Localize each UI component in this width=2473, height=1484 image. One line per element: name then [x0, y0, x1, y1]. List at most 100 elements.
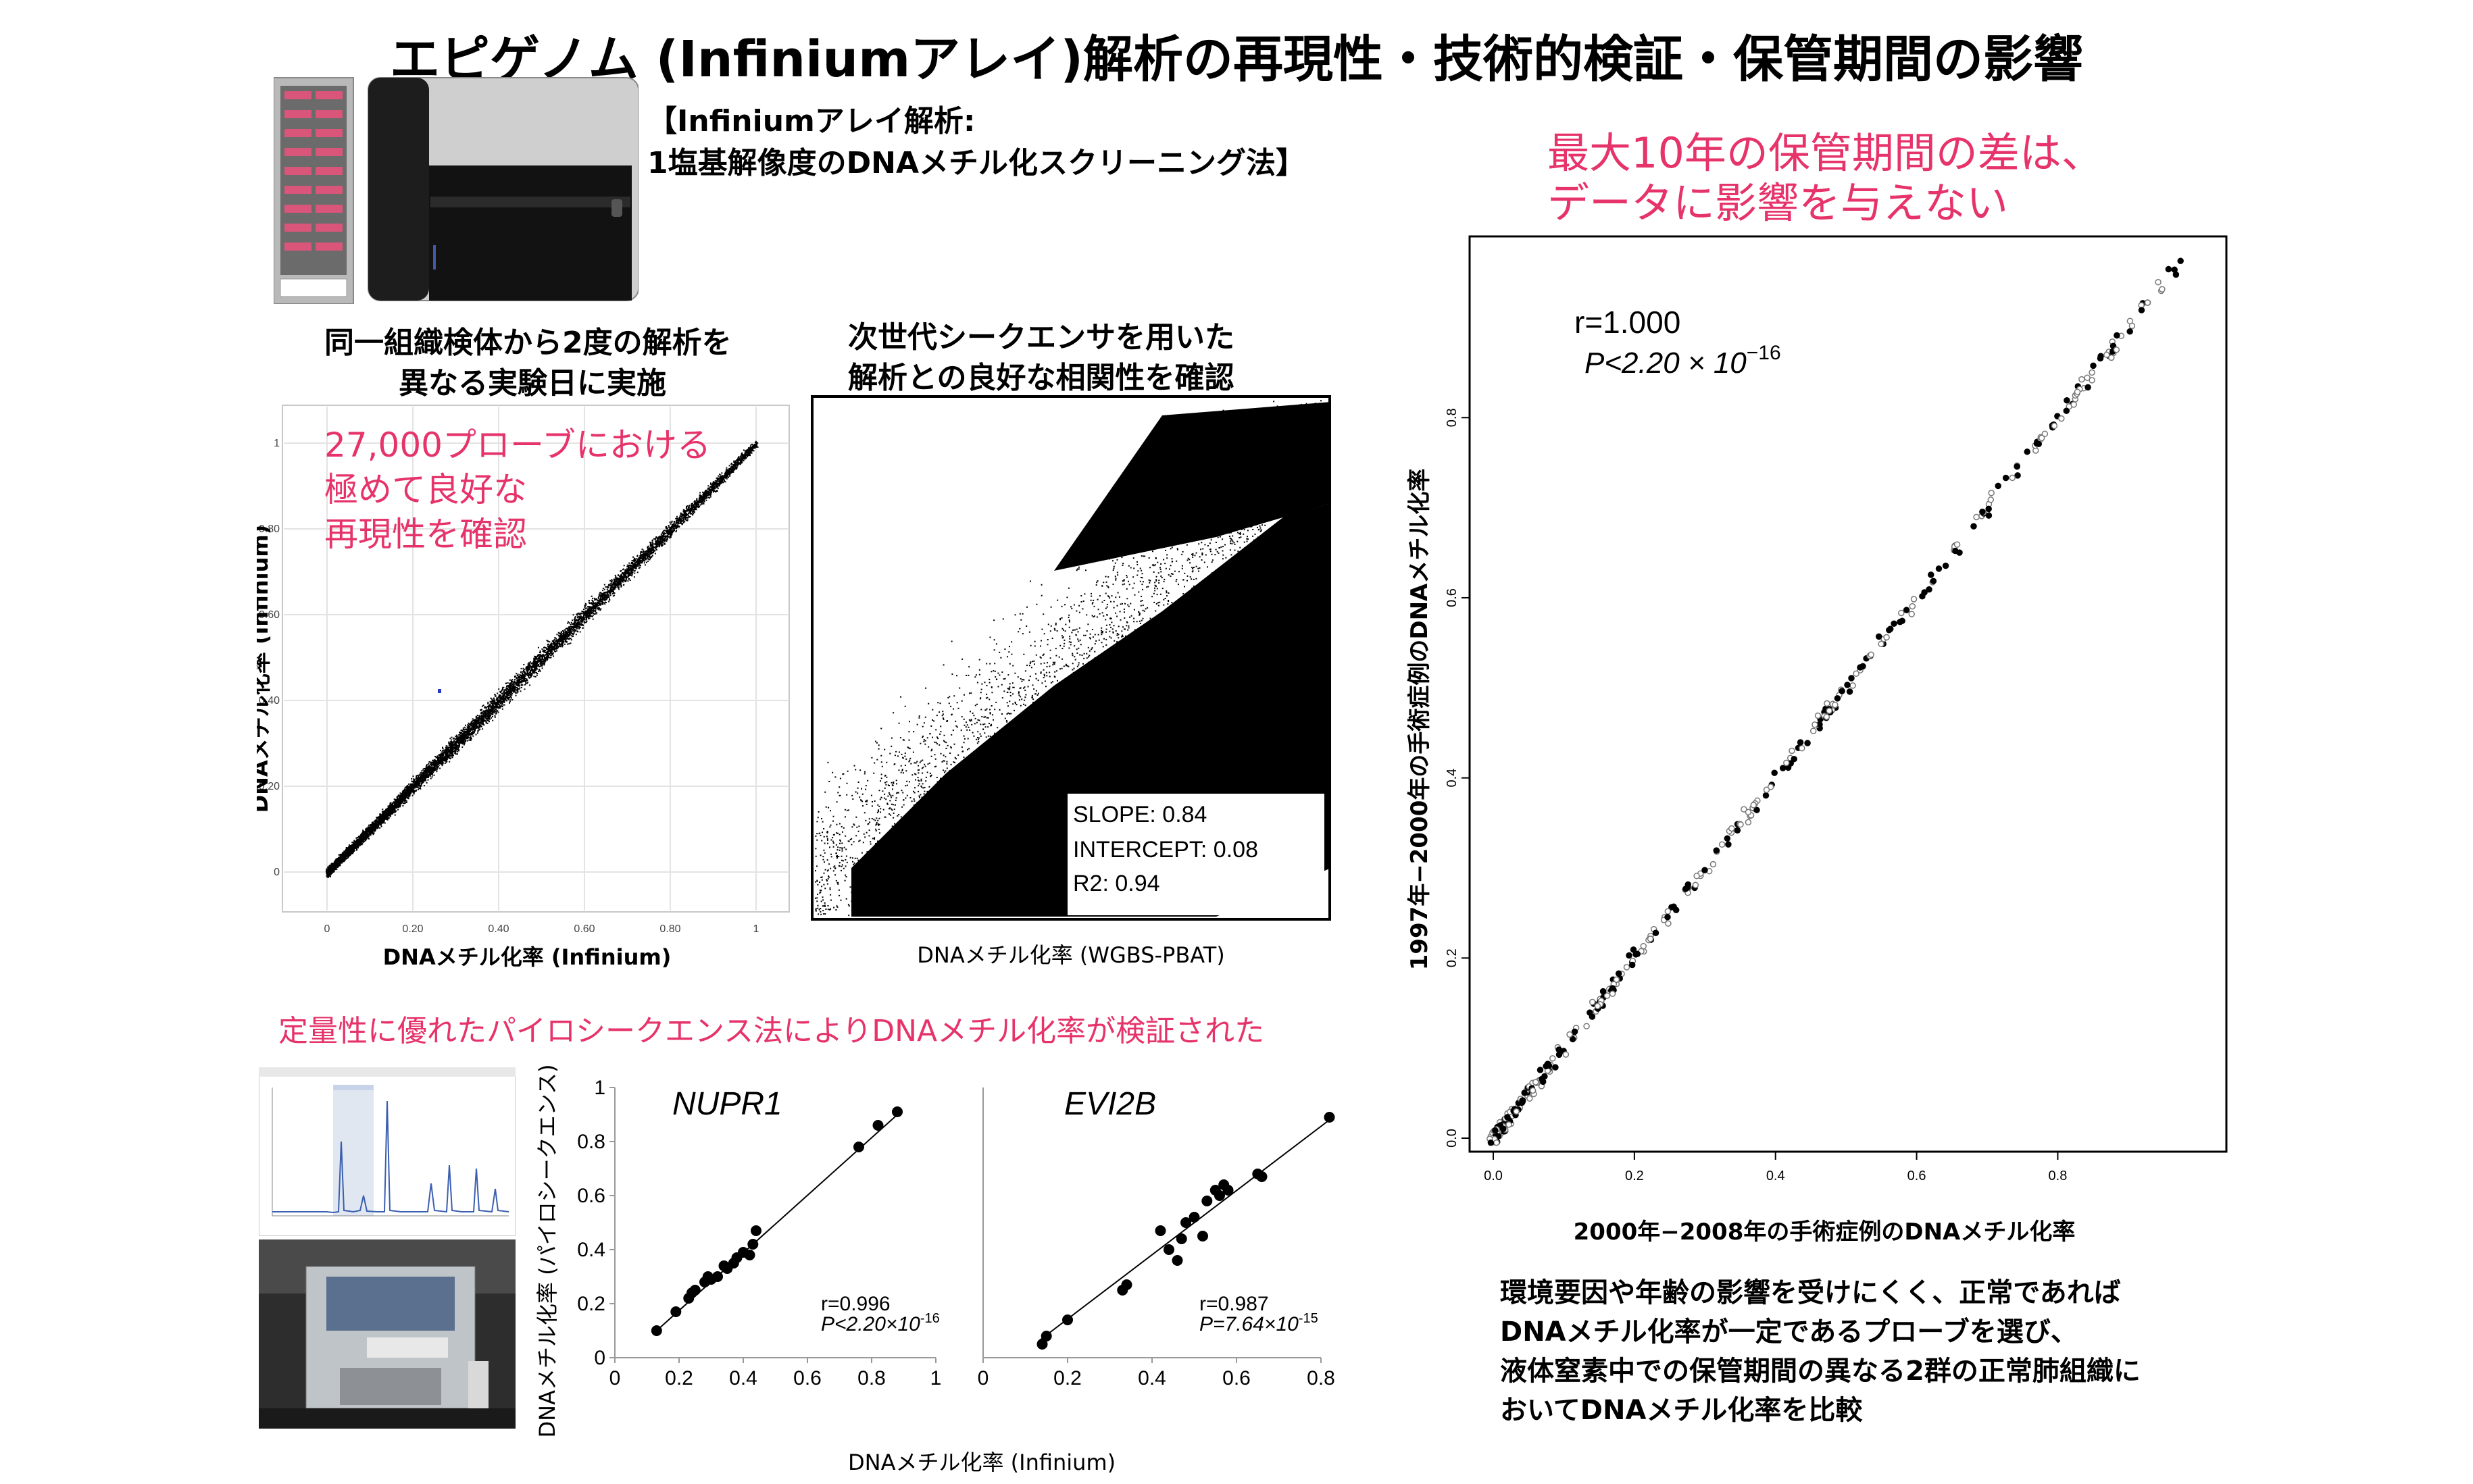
- storage-data-point: [1909, 603, 1916, 610]
- ngs-correlation-scatter-plot: SLOPE: 0.84 INTERCEPT: 0.08 R2: 0.94 DNA…: [811, 395, 1331, 968]
- storage-data-point: [1504, 1114, 1511, 1121]
- storage-data-point: [2024, 449, 2030, 455]
- correlation-r-text: r=0.996: [821, 1293, 891, 1315]
- y-tick-label: 1: [594, 1077, 605, 1099]
- storage-data-point: [1846, 688, 1853, 695]
- middle-panel-heading-line-1: 次世代シークエンサを用いた: [848, 320, 1234, 355]
- left-xtick: 0.60: [574, 923, 595, 935]
- pyro-x-axis-label: DNAメチル化率 (Infinium): [848, 1450, 1116, 1475]
- storage-data-point: [1724, 835, 1731, 842]
- ngs-slope-text: SLOPE: 0.84: [1073, 802, 1207, 827]
- storage-data-point: [1762, 792, 1770, 799]
- reproducibility-scatter-plot: 0 0.20 0.40 0.60 0.80 1 0 0.20 0.40 0.60…: [257, 405, 790, 970]
- storage-data-point: [1532, 1079, 1539, 1085]
- right-x-axis-label: 2000年−2008年の手術症例のDNAメチル化率: [1574, 1219, 2076, 1246]
- storage-data-point: [2165, 265, 2172, 273]
- y-tick-label: 0: [594, 1347, 605, 1369]
- storage-data-point: [2058, 415, 2065, 422]
- storage-data-point: [1728, 825, 1735, 832]
- gene-name-label: NUPR1: [672, 1086, 782, 1122]
- storage-data-point: [2051, 422, 2058, 430]
- storage-data-point: [1875, 633, 1882, 640]
- storage-data-point: [1848, 675, 1855, 682]
- storage-data-point: [1672, 906, 1680, 914]
- storage-data-point: [1791, 755, 1797, 763]
- middle-panel-heading-line-2: 解析との良好な相関性を確認: [848, 361, 1234, 395]
- data-point: [853, 1142, 864, 1152]
- storage-data-point: [2113, 347, 2120, 353]
- storage-data-point: [1826, 707, 1833, 714]
- left-ytick: 0.80: [259, 523, 280, 535]
- pyro-y-axis-label: DNAメチル化率 (パイロシークエンス): [534, 1064, 560, 1438]
- storage-data-point: [1812, 721, 1818, 728]
- reproducibility-points: [325, 440, 759, 878]
- left-ytick: 0.60: [259, 609, 280, 621]
- storage-data-point: [1603, 992, 1611, 999]
- storage-data-point: [2089, 377, 2095, 384]
- correlation-r-text: r=0.987: [1199, 1293, 1269, 1315]
- storage-data-point: [1891, 620, 1897, 627]
- data-point: [747, 1239, 759, 1250]
- x-tick-label: 0: [609, 1367, 621, 1389]
- data-point: [892, 1106, 903, 1117]
- ngs-intercept-text: INTERCEPT: 0.08: [1073, 837, 1258, 863]
- storage-data-point: [1487, 1140, 1495, 1146]
- storage-data-point: [2084, 384, 2091, 391]
- storage-data-point: [1623, 964, 1630, 971]
- storage-data-point: [1668, 904, 1675, 911]
- storage-data-point: [1583, 1023, 1590, 1029]
- storage-data-point: [2097, 353, 2104, 360]
- left-xtick: 0.20: [402, 923, 423, 935]
- storage-data-point: [2114, 332, 2120, 339]
- storage-data-point: [1543, 1063, 1549, 1070]
- data-point: [1256, 1171, 1268, 1182]
- storage-data-point: [1664, 908, 1672, 915]
- storage-data-point: [1908, 611, 1915, 617]
- instrument-caption-line-1: 【Infiniumアレイ解析:: [647, 104, 976, 138]
- storage-data-point: [1745, 819, 1752, 826]
- storage-data-point: [1763, 786, 1770, 794]
- gene-name-label: EVI2B: [1064, 1086, 1156, 1122]
- right-x-tick-label: 0.0: [1484, 1169, 1503, 1183]
- data-point: [1155, 1225, 1166, 1236]
- fit-line: [1037, 1119, 1330, 1342]
- storage-data-point: [2177, 257, 2184, 265]
- storage-data-point: [1898, 609, 1905, 617]
- storage-data-point: [1783, 759, 1790, 767]
- pyrogram-image: [259, 1067, 516, 1236]
- right-r-text: r=1.000: [1574, 305, 1680, 340]
- storage-data-point: [1737, 821, 1744, 828]
- storage-data-point: [1718, 841, 1726, 848]
- storage-data-point: [1505, 1121, 1512, 1128]
- storage-data-point: [1521, 1090, 1528, 1096]
- storage-data-point: [1995, 482, 2001, 490]
- storage-data-point: [1682, 886, 1689, 892]
- storage-data-point: [1549, 1055, 1556, 1062]
- correlation-p-text: P=7.64×10-15: [1199, 1311, 1318, 1335]
- data-point: [744, 1250, 755, 1260]
- left-panel-heading-line-1: 同一組織検体から2度の解析を: [324, 326, 732, 360]
- x-tick-label: 0.8: [1307, 1367, 1335, 1389]
- data-point: [689, 1285, 701, 1296]
- ngs-stats-box: [1068, 794, 1324, 915]
- storage-data-point: [2064, 396, 2070, 404]
- storage-data-point: [1725, 841, 1732, 848]
- storage-data-point: [1839, 688, 1845, 694]
- left-ytick: 0.40: [259, 695, 280, 707]
- storage-data-point: [2009, 474, 2016, 482]
- storage-data-point: [2126, 317, 2134, 325]
- x-tick-label: 0.2: [665, 1367, 693, 1389]
- data-point: [1176, 1233, 1187, 1244]
- storage-data-point: [1709, 861, 1717, 868]
- storage-data-point: [1928, 571, 1934, 578]
- storage-data-point: [1750, 802, 1757, 809]
- storage-data-point: [2090, 362, 2097, 369]
- right-y-tick-label: 0.8: [1445, 408, 1459, 427]
- storage-highlight-line-2: データに影響を与えない: [1547, 178, 2009, 228]
- y-tick-label: 0.8: [577, 1131, 605, 1153]
- storage-data-point: [1804, 740, 1811, 746]
- right-y-tick-label: 0.0: [1445, 1129, 1459, 1148]
- storage-data-point: [2089, 369, 2095, 376]
- storage-data-point: [1903, 607, 1910, 613]
- right-x-tick-label: 0.4: [1766, 1169, 1785, 1183]
